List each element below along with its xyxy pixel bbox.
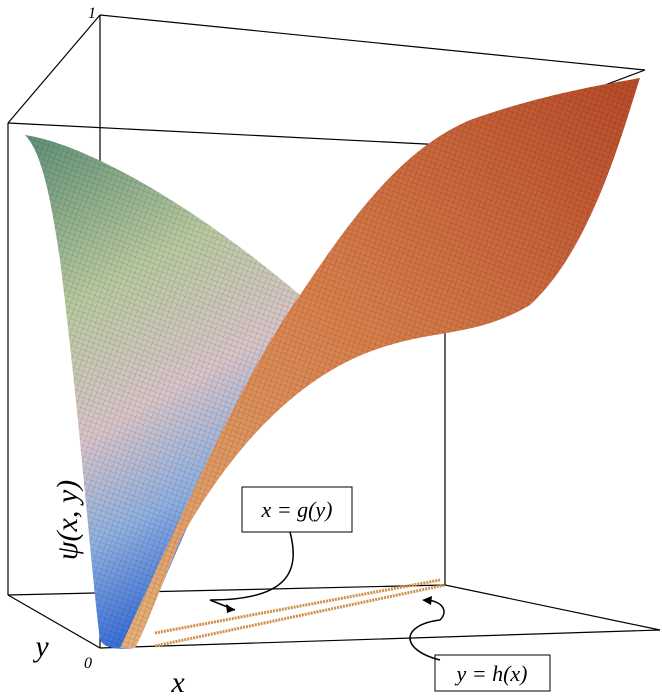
surface <box>25 78 640 649</box>
annotation-text: y = h(x) <box>454 661 527 686</box>
annotation-h: y = h(x) <box>409 596 551 692</box>
x-axis-label: x <box>170 666 185 698</box>
annotation-g: x = g(y) <box>209 486 353 613</box>
z-tick-label: 1 <box>88 5 96 22</box>
origin-label: 0 <box>84 655 92 672</box>
y-axis-label: y <box>32 630 49 663</box>
z-axis-label: ψ(x, y) <box>51 480 84 560</box>
annotation-text: x = g(y) <box>260 497 332 522</box>
